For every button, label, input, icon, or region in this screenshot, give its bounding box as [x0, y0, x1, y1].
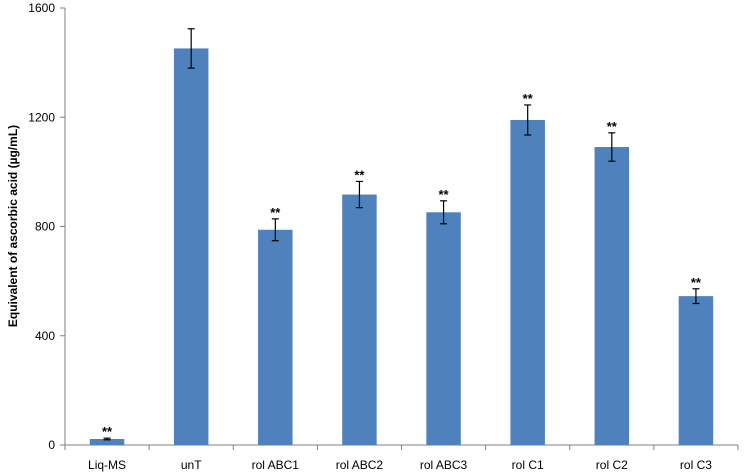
error-bar	[187, 28, 195, 69]
significance-label: **	[439, 187, 450, 202]
x-tick-label: rol C1	[512, 458, 544, 472]
error-bar	[271, 218, 279, 242]
significance-labels: ** ** ** ** ** ** **	[102, 91, 702, 439]
y-tick-labels: 0 400 800 1200 1600	[28, 1, 55, 452]
y-tick-label: 1600	[28, 1, 55, 15]
x-tick-labels: Liq-MS unT rol ABC1 rol ABC2 rol ABC3 rol C1 r…	[88, 458, 712, 472]
significance-label: **	[607, 119, 618, 134]
bar	[594, 147, 630, 445]
y-tick-label: 800	[35, 220, 55, 234]
error-bar	[692, 288, 700, 305]
y-tick-label: 400	[35, 329, 55, 343]
x-tick-label: rol C2	[596, 458, 628, 472]
x-tick-label: Liq-MS	[88, 458, 126, 472]
error-bars	[103, 28, 700, 441]
significance-label: **	[691, 275, 702, 290]
bar	[342, 194, 377, 445]
x-tick-label: rol ABC2	[336, 458, 384, 472]
y-axis-title: Equivalent of ascorbic acid (µg/mL)	[6, 125, 20, 327]
axes	[60, 7, 739, 450]
error-bar	[524, 104, 532, 136]
significance-label: **	[270, 205, 281, 220]
significance-label: **	[523, 91, 534, 106]
y-tick-label: 0	[48, 438, 55, 452]
x-tick-label: rol C3	[680, 458, 712, 472]
error-bar	[440, 200, 448, 225]
significance-label: **	[354, 167, 365, 182]
x-tick-label: rol ABC1	[252, 458, 300, 472]
bar	[510, 119, 545, 445]
bar	[678, 296, 714, 445]
bars	[89, 48, 714, 446]
error-bar	[103, 437, 111, 441]
bar	[426, 212, 461, 445]
error-bar	[355, 180, 363, 209]
bar	[89, 438, 125, 445]
bar	[258, 229, 293, 445]
error-bar	[608, 132, 616, 162]
significance-label: **	[102, 424, 113, 439]
y-tick-label: 1200	[28, 110, 55, 124]
x-tick-label: rol ABC3	[420, 458, 468, 472]
x-tick-label: unT	[181, 458, 202, 472]
bar	[173, 48, 209, 446]
